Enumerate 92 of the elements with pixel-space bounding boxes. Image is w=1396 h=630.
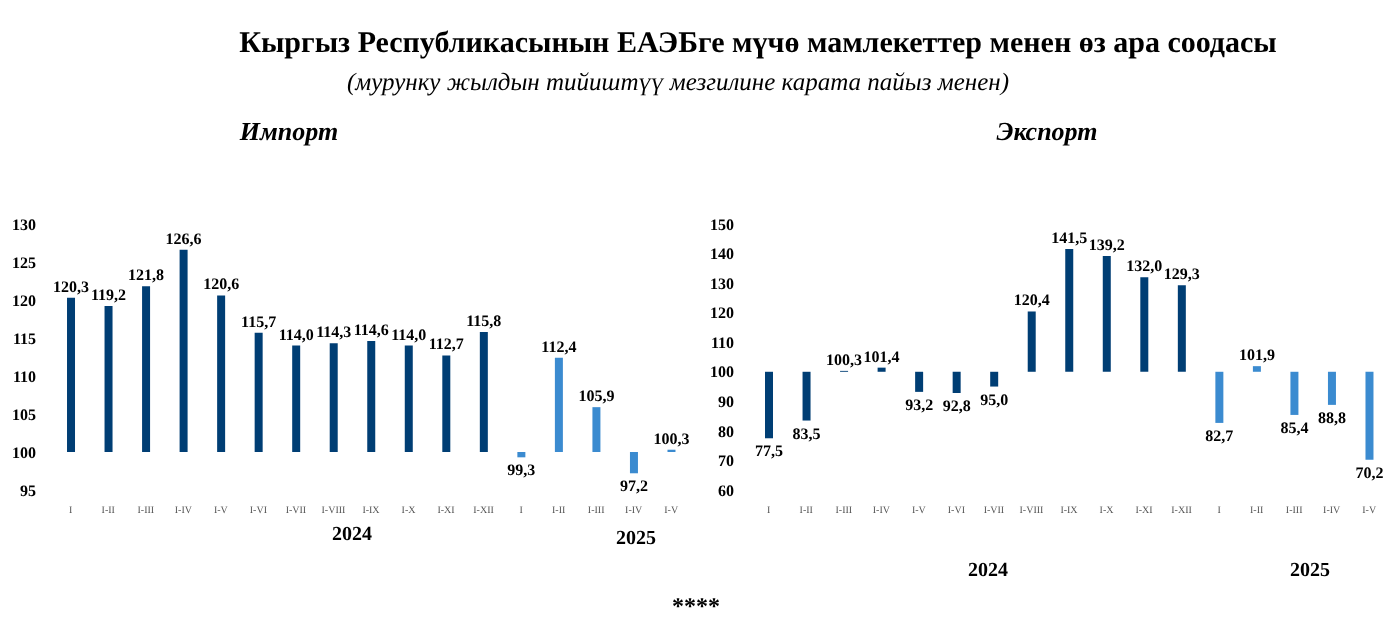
data-label: 112,4 <box>541 337 577 356</box>
y-tick-label: 90 <box>718 393 734 412</box>
y-tick-label: 100 <box>12 443 36 462</box>
data-label: 77,5 <box>755 442 784 461</box>
y-tick-label: 95 <box>20 481 36 500</box>
data-label: 115,8 <box>466 311 502 330</box>
y-tick-label: 115 <box>12 329 36 348</box>
bar <box>1177 285 1186 372</box>
data-label: 114,0 <box>391 325 427 344</box>
y-tick-label: 110 <box>12 367 36 386</box>
data-label: 132,0 <box>1126 257 1163 276</box>
data-label: 141,5 <box>1051 229 1088 248</box>
data-label: 95,0 <box>980 390 1009 409</box>
data-label: 114,6 <box>353 321 389 340</box>
bar <box>367 341 376 452</box>
bar <box>802 371 811 421</box>
text: 2024 <box>968 560 1008 582</box>
bar <box>1065 249 1074 372</box>
bar <box>1140 277 1149 372</box>
bar <box>479 331 488 452</box>
bar <box>404 345 413 452</box>
data-label: 100,3 <box>653 429 690 448</box>
y-tick-label: 60 <box>718 481 734 500</box>
data-label: 97,2 <box>619 477 648 496</box>
data-label: 126,6 <box>165 229 202 248</box>
y-tick-label: 110 <box>710 333 734 352</box>
y-tick-label: 140 <box>710 245 734 264</box>
bar <box>990 371 999 387</box>
data-label: 70,2 <box>1355 463 1384 482</box>
bar <box>1290 371 1299 415</box>
chart-title: Экспорт <box>994 116 1100 148</box>
y-tick-label: 130 <box>12 215 36 234</box>
bar <box>329 343 338 452</box>
data-label: 100,3 <box>826 350 863 369</box>
bar <box>629 452 638 474</box>
bar <box>765 371 774 439</box>
data-label: 114,3 <box>316 323 352 342</box>
bar <box>1102 255 1111 372</box>
bar <box>292 345 301 452</box>
bar <box>1327 371 1336 405</box>
y-tick-label: 100 <box>710 363 734 382</box>
bar <box>67 297 76 452</box>
y-tick-label: 120 <box>12 291 36 310</box>
data-label: 112,7 <box>428 335 464 354</box>
data-label: 121,8 <box>128 266 165 285</box>
data-label: 105,9 <box>578 387 615 406</box>
data-label: 82,7 <box>1205 426 1234 445</box>
data-label: 101,9 <box>1238 346 1275 365</box>
y-tick-label: 120 <box>710 304 734 323</box>
y-tick-label: 125 <box>12 253 36 272</box>
data-label: 139,2 <box>1088 235 1125 254</box>
y-tick-label: 150 <box>710 215 734 234</box>
bar <box>952 371 961 394</box>
data-label: 129,3 <box>1163 265 1200 284</box>
data-label: 120,6 <box>203 275 240 294</box>
y-tick-label: 130 <box>710 274 734 293</box>
text: 2024 <box>332 524 372 546</box>
bar <box>142 286 151 452</box>
bar <box>1252 366 1261 372</box>
chart-title: Импорт <box>237 116 341 148</box>
y-tick-label: 70 <box>718 452 734 471</box>
data-label: 120,3 <box>53 277 90 296</box>
text: 2025 <box>1290 560 1330 582</box>
bar <box>1215 371 1224 423</box>
bar <box>442 355 451 452</box>
text: (мурунку жылдын тийиштүү мезгилине карата пайыз менен) <box>344 68 1012 98</box>
text: 2025 <box>616 528 656 550</box>
bar <box>104 306 113 452</box>
data-label: 83,5 <box>792 424 821 443</box>
y-tick-label: 105 <box>12 405 36 424</box>
text: Кыргыз Республикасынын ЕАЭБге мүчө мамлекеттер менен өз ара соодасы <box>237 28 1279 62</box>
y-tick-label: 80 <box>718 422 734 441</box>
text: **** <box>672 592 720 622</box>
data-label: 85,4 <box>1280 418 1309 437</box>
bar <box>554 357 563 452</box>
bar <box>592 407 601 452</box>
bar <box>1027 311 1036 372</box>
data-label: 101,4 <box>863 347 900 366</box>
bar <box>915 371 924 392</box>
bar <box>517 452 526 458</box>
data-label: 120,4 <box>1013 291 1050 310</box>
bar <box>1365 371 1374 460</box>
data-label: 93,2 <box>905 395 934 414</box>
bar <box>254 332 263 452</box>
data-label: 119,2 <box>90 286 127 305</box>
data-label: 115,7 <box>241 312 277 331</box>
data-label: 88,8 <box>1317 408 1346 427</box>
data-label: 92,8 <box>942 397 971 416</box>
bar <box>179 249 188 452</box>
data-label: 99,3 <box>507 461 536 480</box>
data-label: 114,0 <box>278 325 314 344</box>
bar <box>217 295 226 452</box>
